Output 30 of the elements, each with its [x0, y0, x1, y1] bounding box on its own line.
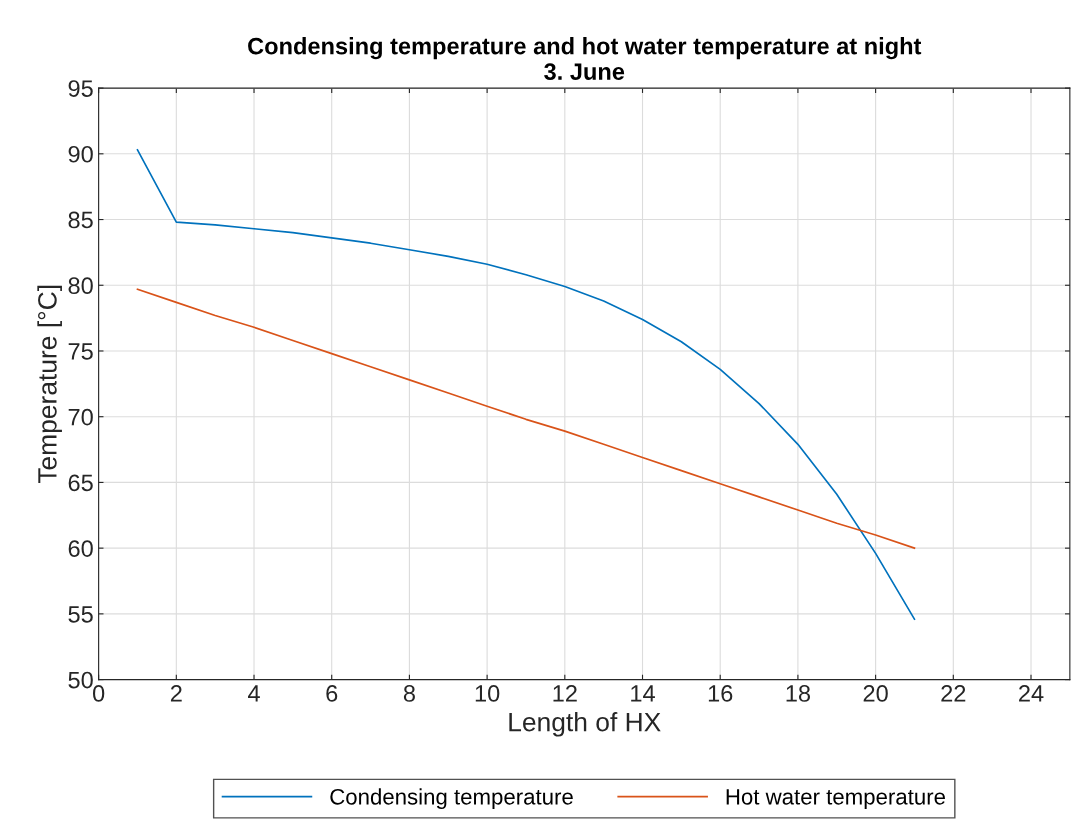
legend-label: Condensing temperature — [330, 788, 573, 810]
x-tick-label: 14 — [631, 685, 655, 702]
y-tick-label: 85 — [68, 211, 93, 229]
x-tick-label: 22 — [941, 685, 966, 702]
y-tick-label: 70 — [68, 408, 93, 426]
x-tick-label: 20 — [863, 685, 888, 702]
y-tick-label: 75 — [68, 343, 93, 360]
line-series — [136, 149, 916, 620]
x-tick-label: 24 — [1019, 685, 1044, 702]
x-tick-label: 2 — [170, 685, 182, 702]
legend-label: Hot water temperature — [726, 789, 945, 810]
x-tick-label: 12 — [553, 685, 577, 702]
chart-title: Condensing temperature and hot water temperature at night 3. June — [248, 37, 922, 81]
x-axis-title: Length of HX — [509, 712, 661, 737]
y-axis-title: Temperature [°C] — [37, 285, 62, 484]
y-tick-label: 65 — [68, 474, 93, 492]
x-tick-label: 8 — [403, 685, 415, 702]
x-tick-label: 10 — [475, 685, 500, 702]
y-tick-label: 90 — [68, 145, 93, 163]
y-tick-label: 55 — [68, 606, 93, 623]
y-tick-label: 50 — [68, 671, 93, 689]
x-tick-label: 0 — [92, 685, 105, 702]
y-tick-label: 95 — [68, 80, 93, 97]
x-tick-label: 6 — [326, 685, 338, 702]
x-tick-label: 18 — [786, 685, 811, 702]
y-tick-label: 80 — [68, 277, 93, 295]
y-tick-label: 60 — [68, 540, 93, 557]
line-series — [136, 288, 916, 549]
x-tick-label: 16 — [708, 685, 733, 702]
x-tick-label: 4 — [248, 685, 260, 702]
